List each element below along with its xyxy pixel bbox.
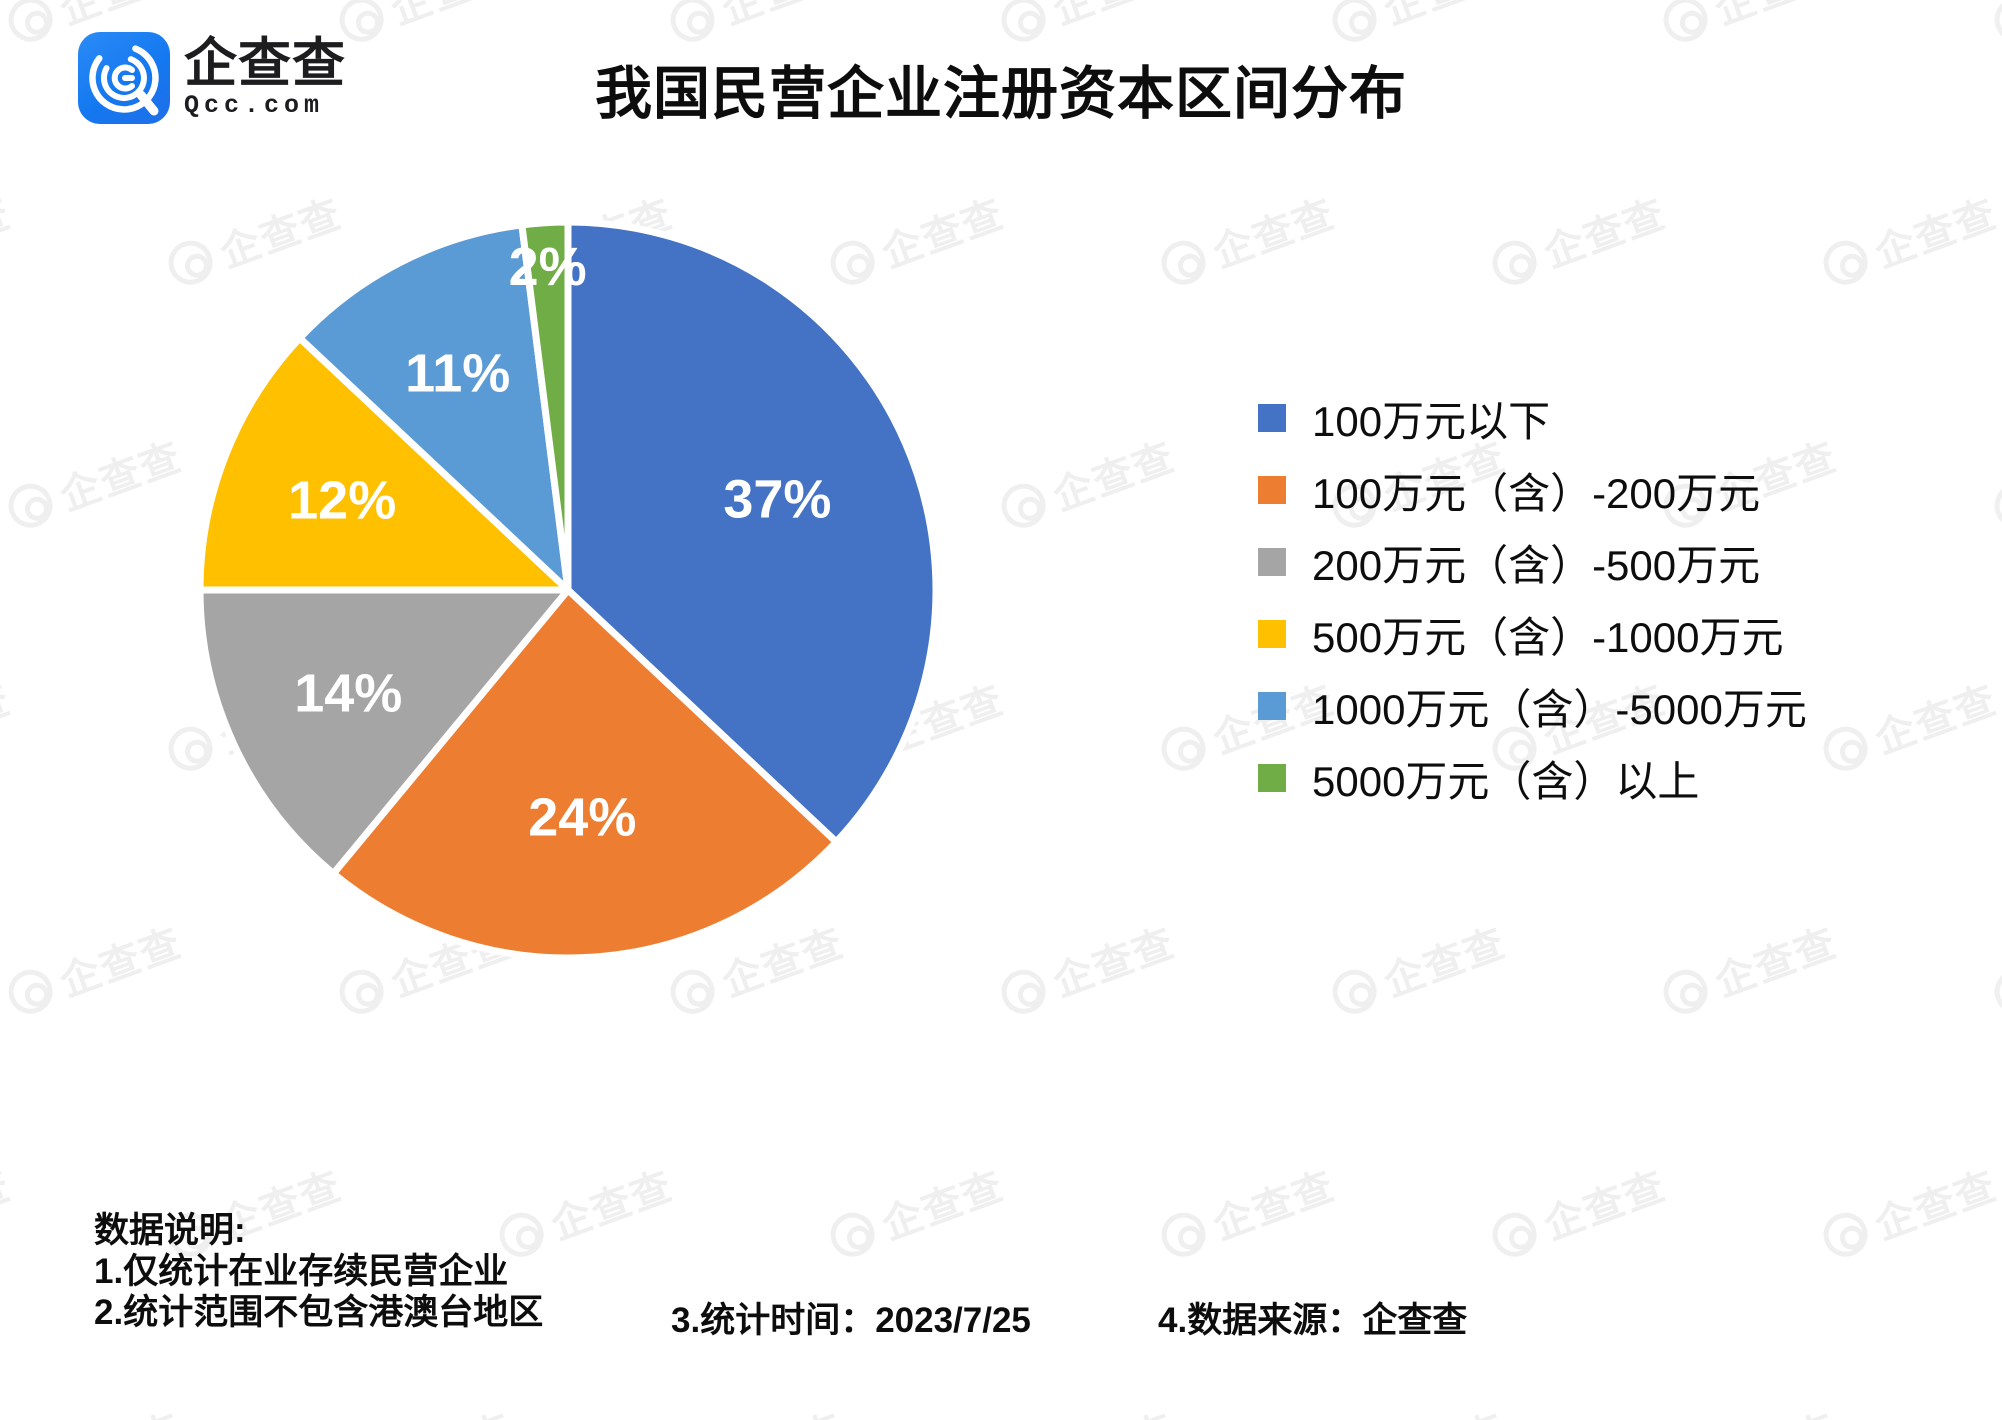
page-header: 企查查 Qcc.com 我国民营企业注册资本区间分布 bbox=[0, 0, 2002, 150]
legend-item[interactable]: 1000万元（含）-5000万元 bbox=[1258, 670, 1807, 742]
legend-item[interactable]: 5000万元（含）以上 bbox=[1258, 742, 1807, 814]
pie-slices bbox=[198, 220, 938, 960]
legend-item-label: 1000万元（含）-5000万元 bbox=[1312, 685, 1807, 733]
legend-color-swatch bbox=[1258, 548, 1286, 576]
pie-slice-label: 11% bbox=[405, 344, 510, 404]
legend-item-label: 500万元（含）-1000万元 bbox=[1312, 613, 1784, 661]
page-footer: 数据说明: 1.仅统计在业存续民营企业 2.统计范围不包含港澳台地区 3.统计时… bbox=[0, 1210, 2002, 1420]
pie-slice-label: 12% bbox=[288, 471, 396, 531]
brand-name-cn: 企查查 bbox=[184, 33, 346, 93]
data-note-1: 1.仅统计在业存续民营企业 bbox=[94, 1252, 509, 1291]
page-title: 我国民营企业注册资本区间分布 bbox=[595, 62, 1407, 126]
legend-color-swatch bbox=[1258, 620, 1286, 648]
legend-item-label: 100万元以下 bbox=[1312, 397, 1551, 445]
chart-legend: 100万元以下 100万元（含）-200万元 200万元（含）-500万元 500万元… bbox=[1258, 382, 1807, 814]
pie-slice[interactable] bbox=[329, 586, 840, 960]
brand-wordmark: 企查查 Qcc.com bbox=[184, 32, 346, 124]
legend-item[interactable]: 100万元以下 bbox=[1258, 382, 1807, 454]
chart-area: 37% 24% 14% 12% 11% 2% 100万元以下 100万元（含）-200万元 2… bbox=[0, 160, 2002, 1190]
pie-slice[interactable] bbox=[296, 221, 572, 594]
data-note-4: 4.数据来源：企查查 bbox=[1158, 1301, 1468, 1340]
pie-slice[interactable] bbox=[198, 334, 572, 594]
pie-data-labels: 37% 24% 14% 12% 11% 2% bbox=[288, 237, 831, 848]
data-note-2: 2.统计范围不包含港澳台地区 bbox=[94, 1293, 544, 1332]
legend-color-swatch bbox=[1258, 692, 1286, 720]
data-notes-heading: 数据说明: bbox=[94, 1211, 246, 1250]
legend-item[interactable]: 200万元（含）-500万元 bbox=[1258, 526, 1807, 598]
legend-color-swatch bbox=[1258, 404, 1286, 432]
data-note-3: 3.统计时间：2023/7/25 bbox=[671, 1301, 1031, 1340]
legend-color-swatch bbox=[1258, 476, 1286, 504]
legend-item[interactable]: 100万元（含）-200万元 bbox=[1258, 454, 1807, 526]
pie-chart-svg: 37% 24% 14% 12% 11% 2% bbox=[198, 220, 938, 960]
qcc-logo-icon bbox=[78, 32, 170, 124]
legend-color-swatch bbox=[1258, 764, 1286, 792]
pie-slice-label: 2% bbox=[509, 237, 587, 297]
legend-item-label: 100万元（含）-200万元 bbox=[1312, 469, 1761, 517]
brand-logo: 企查查 Qcc.com bbox=[78, 32, 346, 124]
legend-item-label: 200万元（含）-500万元 bbox=[1312, 541, 1761, 589]
pie-slice[interactable] bbox=[518, 220, 572, 594]
pie-chart: 37% 24% 14% 12% 11% 2% bbox=[198, 220, 938, 960]
pie-slice-label: 24% bbox=[528, 788, 636, 848]
data-notes-block: 数据说明: 1.仅统计在业存续民营企业 2.统计范围不包含港澳台地区 bbox=[94, 1210, 543, 1333]
pie-slice-label: 37% bbox=[723, 469, 831, 529]
legend-item[interactable]: 500万元（含）-1000万元 bbox=[1258, 598, 1807, 670]
brand-name-en: Qcc.com bbox=[184, 90, 325, 120]
pie-slice[interactable] bbox=[564, 220, 938, 846]
pie-slice-label: 14% bbox=[294, 663, 402, 723]
legend-item-label: 5000万元（含）以上 bbox=[1312, 757, 1700, 805]
pie-slice[interactable] bbox=[198, 586, 572, 878]
